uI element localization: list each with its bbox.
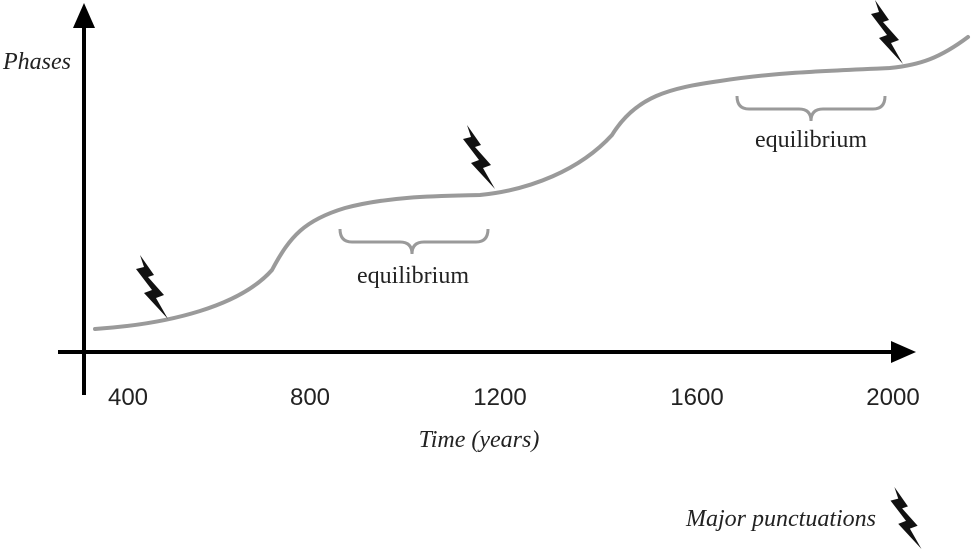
y-axis-arrowhead (73, 3, 95, 28)
equilibrium-label: equilibrium (755, 127, 867, 153)
y-axis-label: Phases (2, 49, 71, 75)
x-tick-label: 1200 (473, 384, 526, 411)
equilibrium-bracket (735, 95, 887, 122)
x-tick-label: 1600 (670, 384, 723, 411)
lightning-bolt-icon (136, 255, 168, 319)
lightning-bolt-icon (890, 487, 922, 549)
x-tick-label: 400 (108, 384, 148, 411)
x-axis-arrowhead (891, 341, 916, 363)
lightning-bolt-icon (871, 0, 903, 64)
x-axis-label: Time (years) (419, 427, 540, 453)
lightning-bolt-icon (463, 125, 495, 189)
legend-label: Major punctuations (685, 506, 876, 532)
x-tick-label: 2000 (866, 384, 919, 411)
phases-curve (93, 35, 970, 331)
equilibrium-label: equilibrium (357, 263, 469, 289)
x-tick-label: 800 (290, 384, 330, 411)
equilibrium-bracket (338, 228, 490, 255)
